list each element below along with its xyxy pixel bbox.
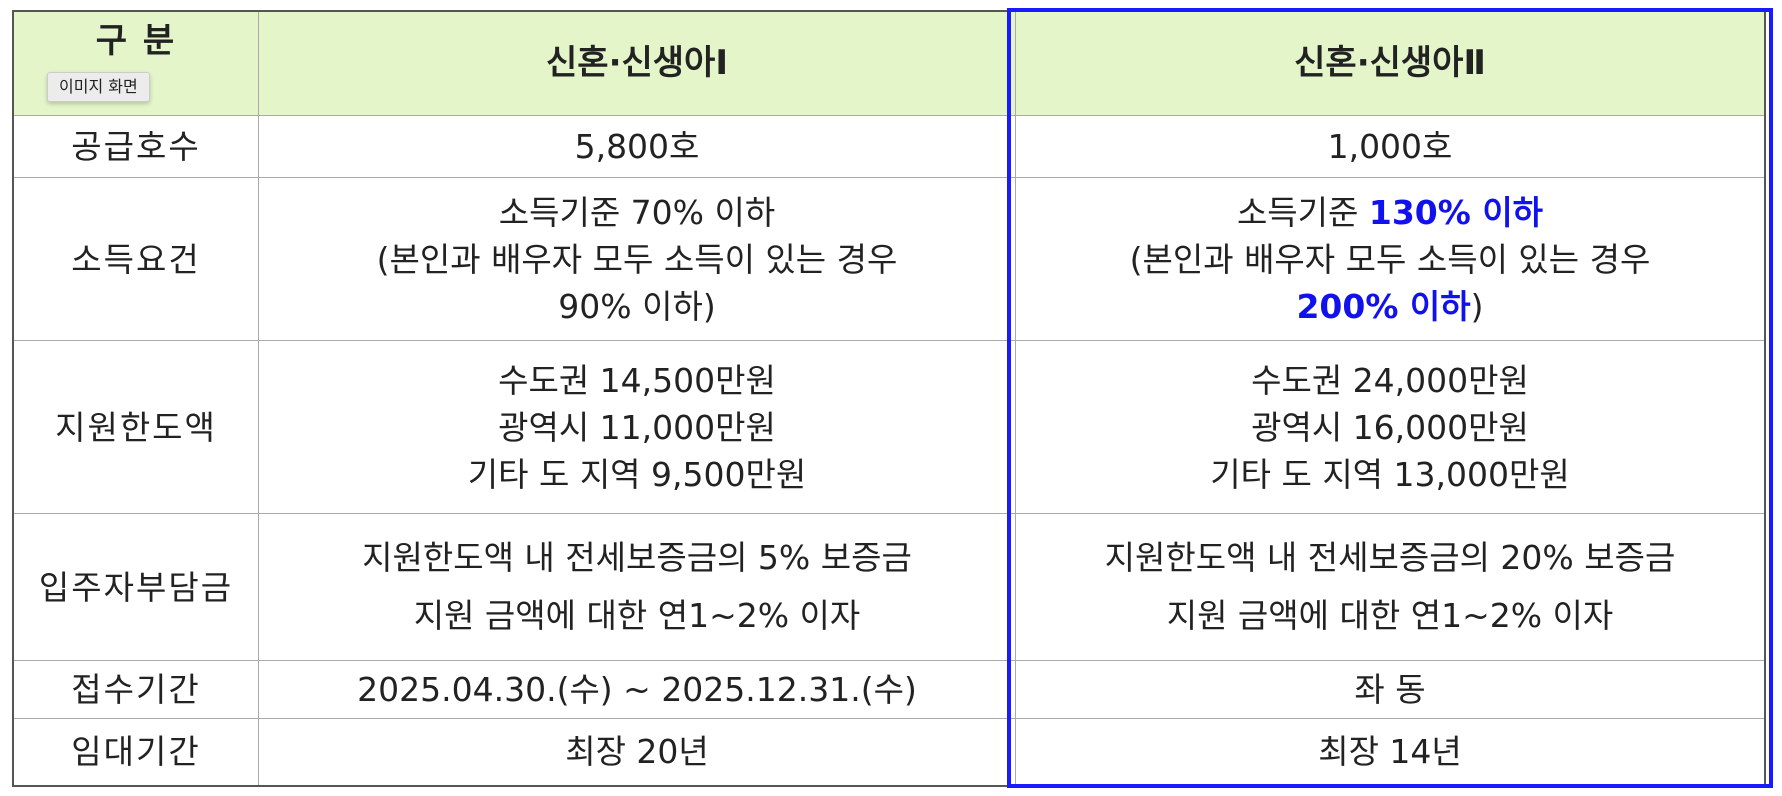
- cell: 소득기준 70% 이하 (본인과 배우자 모두 소득이 있는 경우 90% 이하…: [258, 177, 1016, 341]
- cell-line: 광역시 16,000만원: [1251, 407, 1529, 447]
- row-label: 공급호수: [12, 115, 259, 178]
- cell-line: 소득기준 130% 이하: [1018, 189, 1762, 236]
- table-row: 임대기간 최장 20년 최장 14년: [12, 718, 1766, 786]
- table-row: 접수기간 2025.04.30.(수) ~ 2025.12.31.(수) 좌 동: [12, 660, 1766, 719]
- cell-line: 광역시 11,000만원: [498, 407, 776, 447]
- comparison-table: 구 분 신혼·신생아Ⅰ 신혼·신생아Ⅱ 공급호수 5,800호 1,000호 소…: [12, 10, 1766, 787]
- cell: 지원한도액 내 전세보증금의 20% 보증금 지원 금액에 대한 연1~2% 이…: [1015, 513, 1766, 661]
- cell-line: 기타 도 지역 9,500만원: [467, 454, 807, 494]
- table-row: 공급호수 5,800호 1,000호: [12, 115, 1766, 178]
- cell-line: 1,000호: [1327, 127, 1453, 166]
- cell-line: 5,800호: [574, 127, 700, 166]
- cell: 소득기준 130% 이하 (본인과 배우자 모두 소득이 있는 경우 200% …: [1015, 177, 1766, 341]
- row-label: 소득요건: [12, 177, 259, 341]
- cell: 지원한도액 내 전세보증금의 5% 보증금 지원 금액에 대한 연1~2% 이자: [258, 513, 1016, 661]
- cell: 5,800호: [258, 115, 1016, 178]
- cell-line: 기타 도 지역 13,000만원: [1210, 454, 1570, 494]
- cell-line: (본인과 배우자 모두 소득이 있는 경우: [376, 239, 898, 279]
- cell-line: 최장 14년: [1318, 732, 1462, 772]
- row-label: 임대기간: [12, 718, 259, 786]
- cell: 수도권 24,000만원 광역시 16,000만원 기타 도 지역 13,000…: [1015, 340, 1766, 514]
- cell: 1,000호: [1015, 115, 1766, 178]
- tooltip: 이미지 화면: [47, 72, 150, 102]
- cell-line: 지원한도액 내 전세보증금의 20% 보증금: [1104, 538, 1676, 577]
- cell-line: 지원 금액에 대한 연1~2% 이자: [413, 596, 861, 635]
- header-row: 구 분 신혼·신생아Ⅰ 신혼·신생아Ⅱ: [12, 10, 1766, 116]
- cell-line: 2025.04.30.(수) ~ 2025.12.31.(수): [357, 670, 917, 709]
- table-row: 입주자부담금 지원한도액 내 전세보증금의 5% 보증금 지원 금액에 대한 연…: [12, 513, 1766, 661]
- cell: 최장 14년: [1015, 718, 1766, 786]
- cell: 최장 20년: [258, 718, 1016, 786]
- cell-line: 수도권 24,000만원: [1251, 360, 1529, 400]
- highlight-text: 200% 이하: [1296, 286, 1471, 326]
- cell-line: 지원한도액 내 전세보증금의 5% 보증금: [362, 538, 912, 577]
- cell-line: 최장 20년: [565, 732, 709, 772]
- row-label: 입주자부담금: [12, 513, 259, 661]
- cell: 2025.04.30.(수) ~ 2025.12.31.(수): [258, 660, 1016, 719]
- highlight-text: 130% 이하: [1368, 192, 1544, 232]
- text: 소득기준: [1236, 192, 1369, 232]
- cell-line: (본인과 배우자 모두 소득이 있는 경우: [1129, 239, 1651, 279]
- cell-line: 90% 이하): [558, 286, 716, 326]
- table-row: 소득요건 소득기준 70% 이하 (본인과 배우자 모두 소득이 있는 경우 9…: [12, 177, 1766, 341]
- cell-line: 수도권 14,500만원: [498, 360, 776, 400]
- cell-line: 지원 금액에 대한 연1~2% 이자: [1166, 596, 1614, 635]
- cell-line: 200% 이하): [1018, 283, 1762, 330]
- text: ): [1470, 286, 1484, 326]
- header-col2: 신혼·신생아Ⅱ: [1015, 10, 1766, 116]
- table-row: 지원한도액 수도권 14,500만원 광역시 11,000만원 기타 도 지역 …: [12, 340, 1766, 514]
- cell: 수도권 14,500만원 광역시 11,000만원 기타 도 지역 9,500만…: [258, 340, 1016, 514]
- cell: 좌 동: [1015, 660, 1766, 719]
- row-label: 지원한도액: [12, 340, 259, 514]
- cell-line: 소득기준 70% 이하: [498, 192, 776, 232]
- header-col1: 신혼·신생아Ⅰ: [258, 10, 1016, 116]
- row-label: 접수기간: [12, 660, 259, 719]
- cell-line: 좌 동: [1354, 670, 1426, 709]
